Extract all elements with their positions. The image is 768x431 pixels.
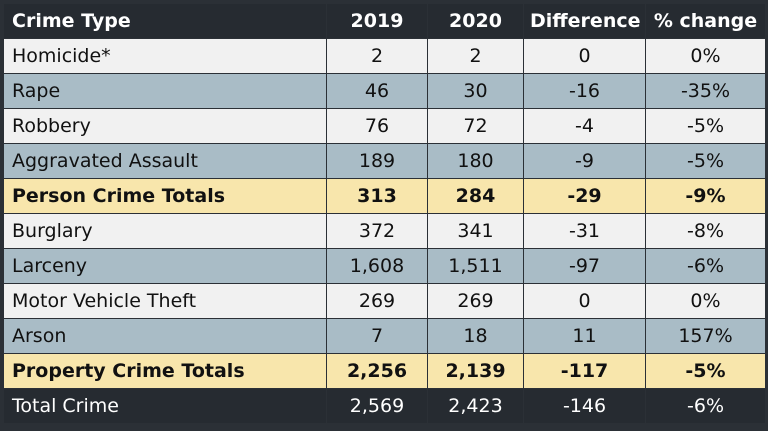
table-row-property-crime-totals: Property Crime Totals 2,256 2,139 -117 -… (3, 353, 766, 389)
header-difference: Difference (523, 3, 646, 39)
table-row-aggravated-assault: Aggravated Assault 189 180 -9 -5% (3, 143, 766, 179)
cell-2019: 313 (326, 178, 428, 214)
header-row: Crime Type 2019 2020 Difference % change (3, 3, 766, 39)
table-row-robbery: Robbery 76 72 -4 -5% (3, 108, 766, 144)
cell-pct-change: -5% (645, 108, 766, 144)
crime-comparison-table: Crime Type 2019 2020 Difference % change… (3, 3, 766, 424)
cell-2019: 2,569 (326, 388, 428, 424)
cell-2020: 284 (427, 178, 524, 214)
cell-2019: 2,256 (326, 353, 428, 389)
table-row-arson: Arson 7 18 11 157% (3, 318, 766, 354)
cell-2020: 2,139 (427, 353, 524, 389)
table-row-person-crime-totals: Person Crime Totals 313 284 -29 -9% (3, 178, 766, 214)
header-2020: 2020 (427, 3, 524, 39)
cell-difference: -146 (523, 388, 646, 424)
cell-pct-change: 0% (645, 283, 766, 319)
cell-2020: 18 (427, 318, 524, 354)
cell-2019: 189 (326, 143, 428, 179)
cell-2020: 2,423 (427, 388, 524, 424)
cell-crime-type: Arson (3, 318, 327, 354)
cell-difference: -4 (523, 108, 646, 144)
cell-pct-change: 157% (645, 318, 766, 354)
cell-difference: -9 (523, 143, 646, 179)
table-row-motor-vehicle-theft: Motor Vehicle Theft 269 269 0 0% (3, 283, 766, 319)
cell-2020: 1,511 (427, 248, 524, 284)
cell-2020: 269 (427, 283, 524, 319)
header-2019: 2019 (326, 3, 428, 39)
cell-2019: 7 (326, 318, 428, 354)
cell-crime-type: Homicide* (3, 38, 327, 74)
cell-2020: 341 (427, 213, 524, 249)
table-row-rape: Rape 46 30 -16 -35% (3, 73, 766, 109)
table-row-homicide: Homicide* 2 2 0 0% (3, 38, 766, 74)
cell-2020: 180 (427, 143, 524, 179)
cell-difference: -117 (523, 353, 646, 389)
cell-pct-change: -8% (645, 213, 766, 249)
cell-difference: -16 (523, 73, 646, 109)
cell-crime-type: Person Crime Totals (3, 178, 327, 214)
cell-pct-change: -5% (645, 353, 766, 389)
cell-pct-change: -5% (645, 143, 766, 179)
cell-pct-change: -6% (645, 388, 766, 424)
cell-2019: 372 (326, 213, 428, 249)
header-pct-change: % change (645, 3, 766, 39)
cell-crime-type: Property Crime Totals (3, 353, 327, 389)
cell-2019: 1,608 (326, 248, 428, 284)
cell-pct-change: -9% (645, 178, 766, 214)
cell-pct-change: -35% (645, 73, 766, 109)
cell-2019: 269 (326, 283, 428, 319)
cell-pct-change: 0% (645, 38, 766, 74)
cell-crime-type: Motor Vehicle Theft (3, 283, 327, 319)
cell-difference: -29 (523, 178, 646, 214)
cell-crime-type: Rape (3, 73, 327, 109)
header-crime-type: Crime Type (3, 3, 327, 39)
cell-2020: 72 (427, 108, 524, 144)
table-row-total-crime: Total Crime 2,569 2,423 -146 -6% (3, 388, 766, 424)
cell-difference: 11 (523, 318, 646, 354)
cell-crime-type: Burglary (3, 213, 327, 249)
cell-difference: -97 (523, 248, 646, 284)
cell-2019: 46 (326, 73, 428, 109)
cell-difference: -31 (523, 213, 646, 249)
cell-crime-type: Aggravated Assault (3, 143, 327, 179)
cell-2020: 30 (427, 73, 524, 109)
cell-2019: 2 (326, 38, 428, 74)
cell-crime-type: Larceny (3, 248, 327, 284)
cell-difference: 0 (523, 283, 646, 319)
cell-2019: 76 (326, 108, 428, 144)
cell-crime-type: Total Crime (3, 388, 327, 424)
cell-pct-change: -6% (645, 248, 766, 284)
cell-crime-type: Robbery (3, 108, 327, 144)
table-row-burglary: Burglary 372 341 -31 -8% (3, 213, 766, 249)
cell-2020: 2 (427, 38, 524, 74)
cell-difference: 0 (523, 38, 646, 74)
table-row-larceny: Larceny 1,608 1,511 -97 -6% (3, 248, 766, 284)
